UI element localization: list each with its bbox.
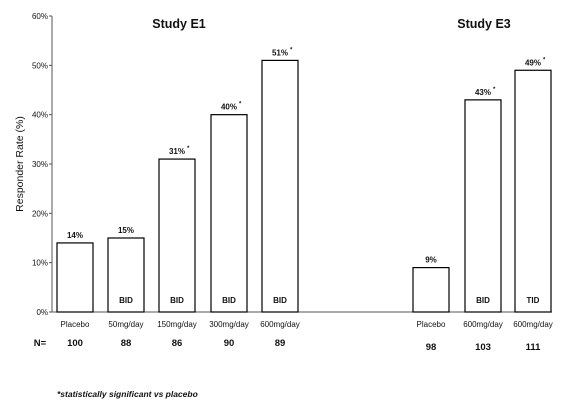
bar-regimen-label: TID	[527, 296, 540, 305]
y-tick-label: 40%	[32, 111, 48, 120]
sample-size-value: 103	[475, 342, 491, 353]
sample-size-value: 88	[121, 338, 132, 349]
bar-value-label: 51%	[272, 48, 288, 57]
bar-regimen-label: BID	[476, 296, 490, 305]
x-category-label: Placebo	[417, 320, 446, 329]
bar	[56, 242, 94, 313]
bar-value-label: 43%	[475, 88, 491, 97]
significance-marker: *	[187, 146, 190, 152]
x-category-label: 50mg/day	[108, 320, 143, 329]
y-tick-label: 20%	[32, 209, 48, 218]
y-tick-label: 60%	[32, 12, 48, 21]
bar-value-label: 14%	[67, 231, 83, 240]
sample-size-value: 89	[275, 338, 286, 349]
x-category-label: 600mg/day	[260, 320, 300, 329]
sample-size-value: 111	[526, 342, 542, 353]
y-axis-label: Responder Rate (%)	[14, 116, 26, 212]
bar-value-label: 31%	[169, 147, 185, 156]
bar	[210, 114, 248, 313]
bar-value-label: 49%	[525, 58, 541, 67]
sample-size-value: 90	[224, 338, 235, 349]
sample-size-label: N=	[34, 338, 47, 349]
x-category-label: 600mg/day	[513, 320, 553, 329]
bar	[107, 237, 145, 313]
bar-regimen-label: BID	[170, 296, 184, 305]
significance-marker: *	[239, 102, 242, 108]
bar-value-label: 9%	[425, 256, 437, 265]
bar-regimen-label: BID	[222, 296, 236, 305]
significance-marker: *	[543, 57, 546, 63]
bar	[412, 267, 450, 313]
x-category-label: 150mg/day	[157, 320, 197, 329]
group-title: Study E1	[152, 17, 206, 31]
bar	[464, 99, 502, 313]
y-tick-label: 50%	[32, 61, 48, 70]
x-category-label: Placebo	[61, 320, 90, 329]
bar	[261, 59, 299, 313]
y-tick-label: 0%	[36, 308, 48, 317]
y-tick-label: 30%	[32, 160, 48, 169]
bar-value-label: 40%	[221, 103, 237, 112]
sample-size-value: 86	[172, 338, 183, 349]
sample-size-value: 98	[426, 342, 437, 353]
bar	[158, 158, 196, 313]
significance-marker: *	[290, 47, 293, 53]
footnote: *statistically significant vs placebo	[57, 389, 198, 399]
bar	[514, 69, 552, 313]
bar-regimen-label: BID	[119, 296, 133, 305]
x-category-label: 300mg/day	[209, 320, 249, 329]
x-category-label: 600mg/day	[463, 320, 503, 329]
y-tick-label: 10%	[32, 259, 48, 268]
sample-size-value: 100	[67, 338, 83, 349]
bar-value-label: 15%	[118, 226, 134, 235]
group-title: Study E3	[457, 17, 511, 31]
significance-marker: *	[493, 87, 496, 93]
bar-regimen-label: BID	[273, 296, 287, 305]
